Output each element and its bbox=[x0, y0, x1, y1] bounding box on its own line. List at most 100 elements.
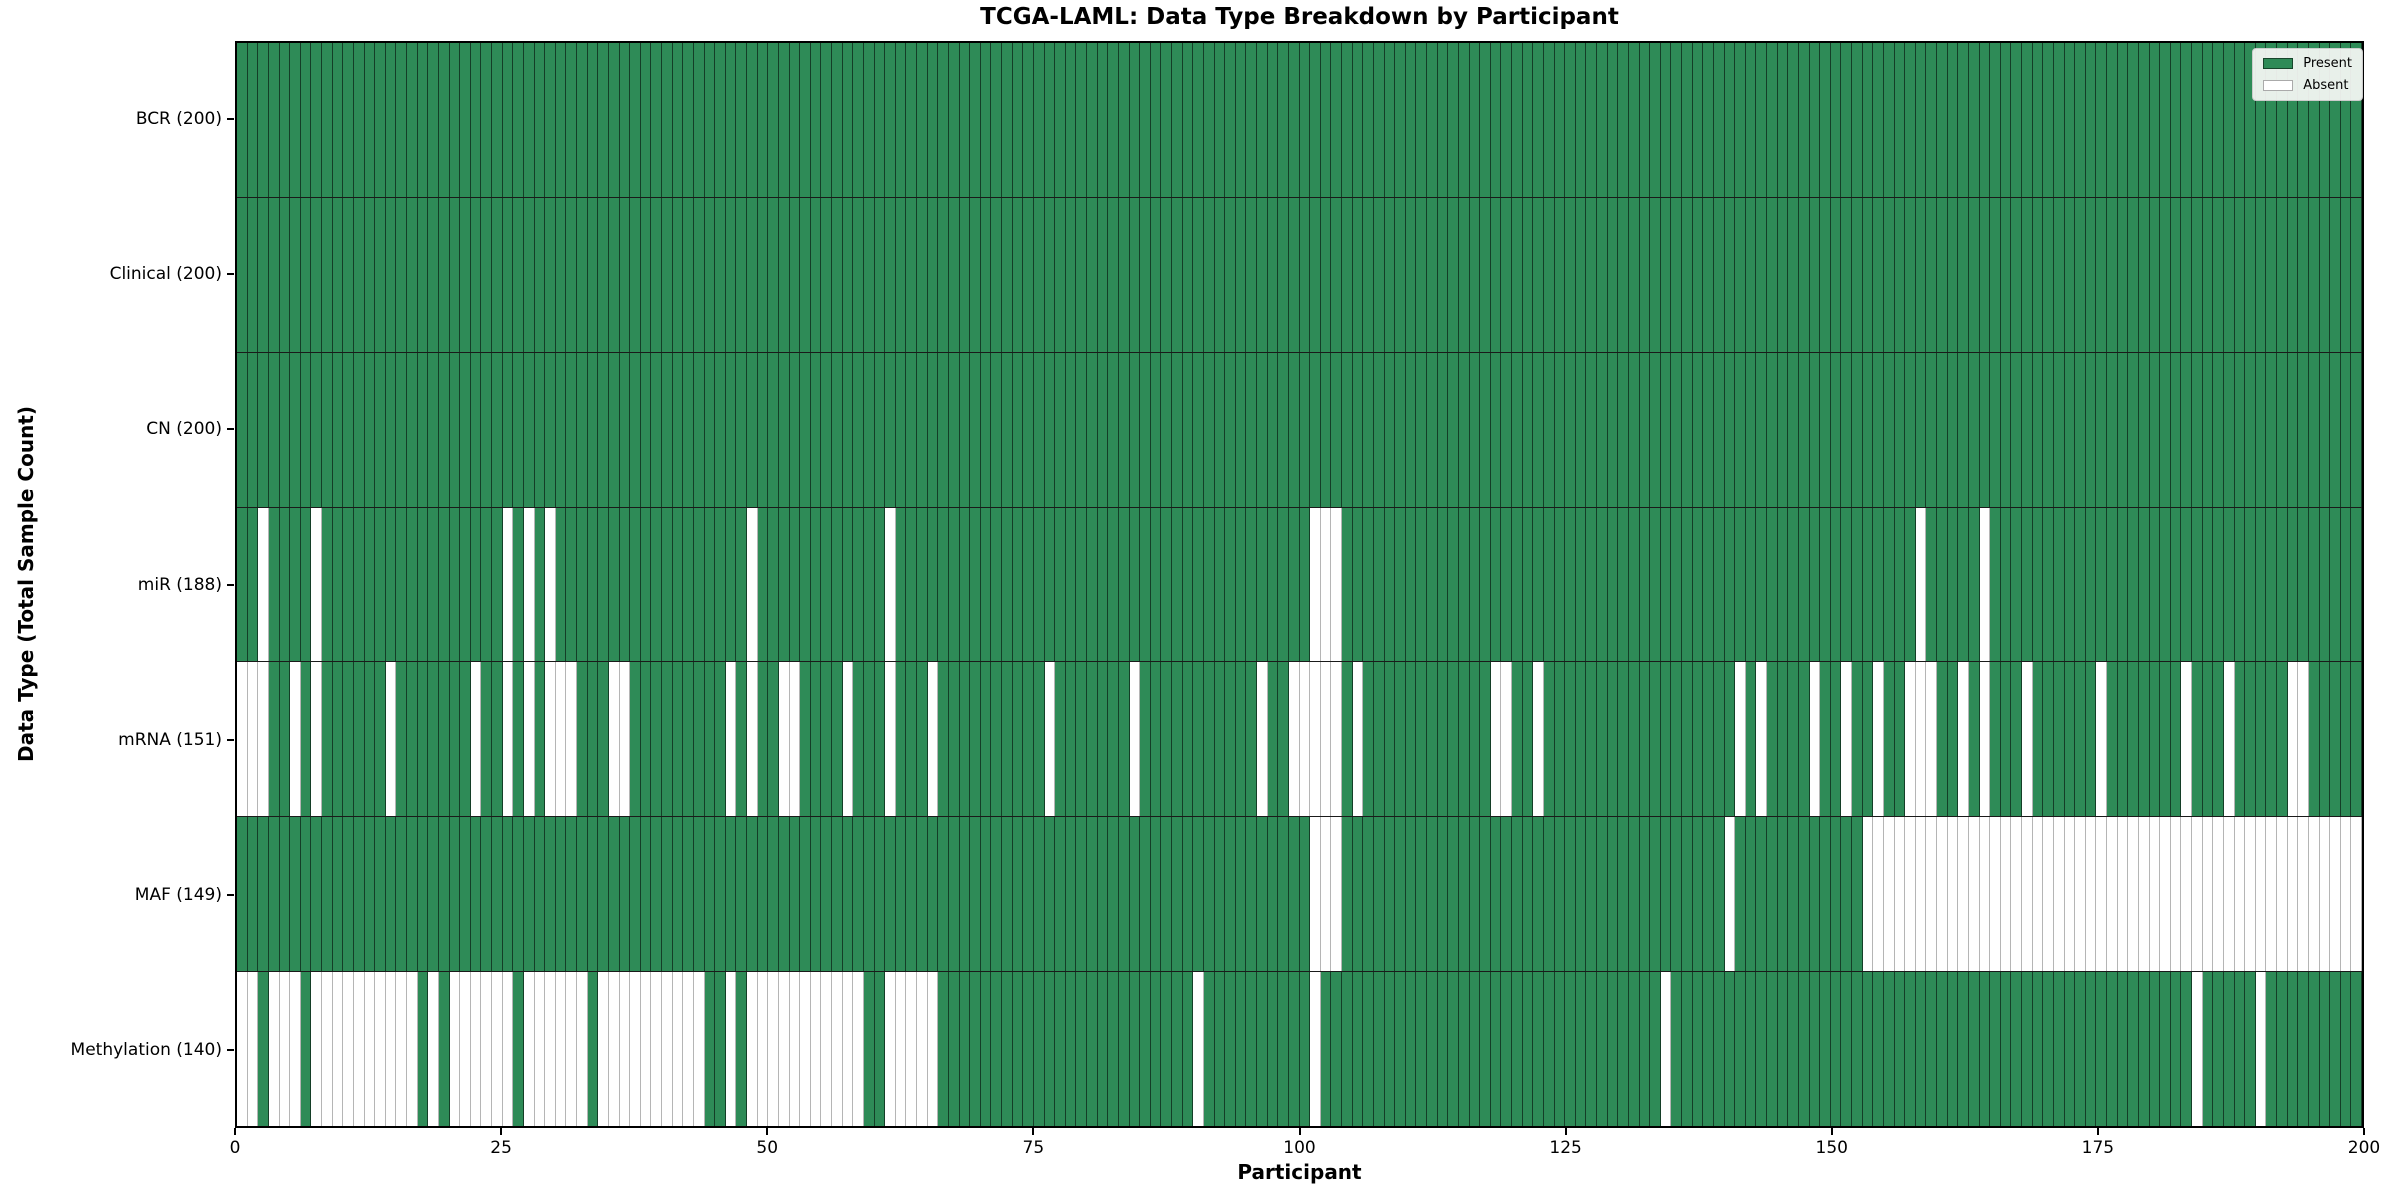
grid-cell bbox=[1894, 352, 1906, 507]
grid-cell bbox=[513, 507, 524, 662]
grid-cell bbox=[959, 662, 971, 817]
grid-cell bbox=[1490, 507, 1502, 662]
grid-cell bbox=[1225, 972, 1236, 1127]
grid-cell bbox=[545, 662, 556, 817]
grid-cell bbox=[1543, 352, 1555, 507]
grid-cell bbox=[2064, 197, 2076, 352]
grid-cell bbox=[1554, 972, 1566, 1127]
grid-cell bbox=[1469, 197, 1481, 352]
grid-cell bbox=[874, 352, 886, 507]
grid-cell bbox=[2149, 972, 2161, 1127]
grid-cell bbox=[2255, 352, 2267, 507]
grid-cell bbox=[1522, 352, 1534, 507]
grid-cell bbox=[1055, 972, 1066, 1127]
grid-cell bbox=[885, 972, 896, 1127]
grid-cell bbox=[1458, 817, 1470, 972]
grid-cell bbox=[2266, 352, 2277, 507]
grid-cell bbox=[1012, 43, 1024, 197]
grid-cell bbox=[481, 352, 492, 507]
grid-cell bbox=[470, 972, 482, 1127]
grid-cell bbox=[322, 197, 333, 352]
grid-cell bbox=[1480, 43, 1491, 197]
grid-cell bbox=[800, 43, 811, 197]
grid-cell bbox=[1278, 197, 1289, 352]
grid-cell bbox=[630, 817, 641, 972]
grid-cell bbox=[598, 972, 609, 1127]
grid-cell bbox=[2096, 507, 2107, 662]
grid-cell bbox=[1299, 352, 1311, 507]
grid-cell bbox=[492, 972, 503, 1127]
grid-cell bbox=[407, 817, 418, 972]
grid-cell bbox=[906, 43, 917, 197]
grid-cell bbox=[1809, 972, 1821, 1127]
grid-cell bbox=[417, 662, 429, 817]
grid-cell bbox=[545, 197, 556, 352]
grid-cell bbox=[258, 507, 269, 662]
grid-cell bbox=[1193, 197, 1204, 352]
grid-cell bbox=[1458, 662, 1470, 817]
grid-cell bbox=[715, 662, 726, 817]
grid-cell bbox=[1129, 507, 1141, 662]
grid-cell bbox=[300, 197, 312, 352]
grid-cell bbox=[1735, 972, 1746, 1127]
grid-cell bbox=[1905, 197, 1916, 352]
grid-cell bbox=[917, 817, 928, 972]
grid-cell bbox=[1331, 352, 1342, 507]
grid-cell bbox=[1310, 352, 1321, 507]
grid-cell bbox=[672, 43, 684, 197]
grid-cell bbox=[2298, 817, 2309, 972]
grid-cell bbox=[1267, 662, 1279, 817]
grid-cell bbox=[1140, 352, 1151, 507]
grid-cell bbox=[1862, 662, 1874, 817]
grid-cell bbox=[1416, 972, 1427, 1127]
grid-cell bbox=[1926, 43, 1937, 197]
grid-cell bbox=[1852, 507, 1863, 662]
grid-cell bbox=[1798, 817, 1810, 972]
grid-cell bbox=[2160, 352, 2171, 507]
grid-cell bbox=[1852, 43, 1863, 197]
grid-cell bbox=[1193, 662, 1204, 817]
grid-cell bbox=[2170, 662, 2182, 817]
grid-cell bbox=[2340, 352, 2352, 507]
grid-cell bbox=[1150, 972, 1162, 1127]
grid-cell bbox=[237, 507, 248, 662]
grid-cell bbox=[300, 507, 312, 662]
grid-cell bbox=[1384, 43, 1396, 197]
grid-cell bbox=[1798, 197, 1810, 352]
grid-cell bbox=[1193, 507, 1204, 662]
grid-cell bbox=[842, 972, 854, 1127]
grid-cell bbox=[683, 352, 694, 507]
grid-cell bbox=[938, 817, 949, 972]
grid-cell bbox=[428, 507, 439, 662]
grid-cell bbox=[1363, 197, 1374, 352]
grid-cell bbox=[1033, 662, 1045, 817]
grid-cell bbox=[1405, 507, 1417, 662]
grid-cell bbox=[1979, 43, 1991, 197]
grid-cell bbox=[2213, 352, 2224, 507]
grid-cell bbox=[768, 43, 779, 197]
grid-cell bbox=[1299, 197, 1311, 352]
grid-cell bbox=[1788, 352, 1799, 507]
grid-cell bbox=[1809, 352, 1821, 507]
grid-cell bbox=[1809, 197, 1821, 352]
grid-cell bbox=[555, 507, 567, 662]
grid-cell bbox=[1905, 43, 1916, 197]
grid-cell bbox=[2160, 197, 2171, 352]
grid-cell bbox=[2022, 352, 2033, 507]
grid-cell bbox=[1820, 507, 1831, 662]
grid-cell bbox=[1076, 197, 1087, 352]
grid-cell bbox=[1161, 197, 1172, 352]
grid-cell bbox=[1650, 662, 1661, 817]
grid-cell bbox=[2149, 197, 2161, 352]
grid-cell bbox=[2096, 972, 2107, 1127]
grid-cell bbox=[1246, 352, 1257, 507]
x-tick-mark bbox=[500, 1128, 503, 1135]
grid-cell bbox=[1118, 352, 1130, 507]
grid-cell bbox=[1129, 662, 1141, 817]
row-Methylation bbox=[237, 971, 2362, 1127]
grid-cell bbox=[2287, 817, 2299, 972]
grid-cell bbox=[970, 197, 981, 352]
grid-cell bbox=[1830, 197, 1842, 352]
grid-cell bbox=[842, 352, 854, 507]
grid-cell bbox=[970, 352, 981, 507]
